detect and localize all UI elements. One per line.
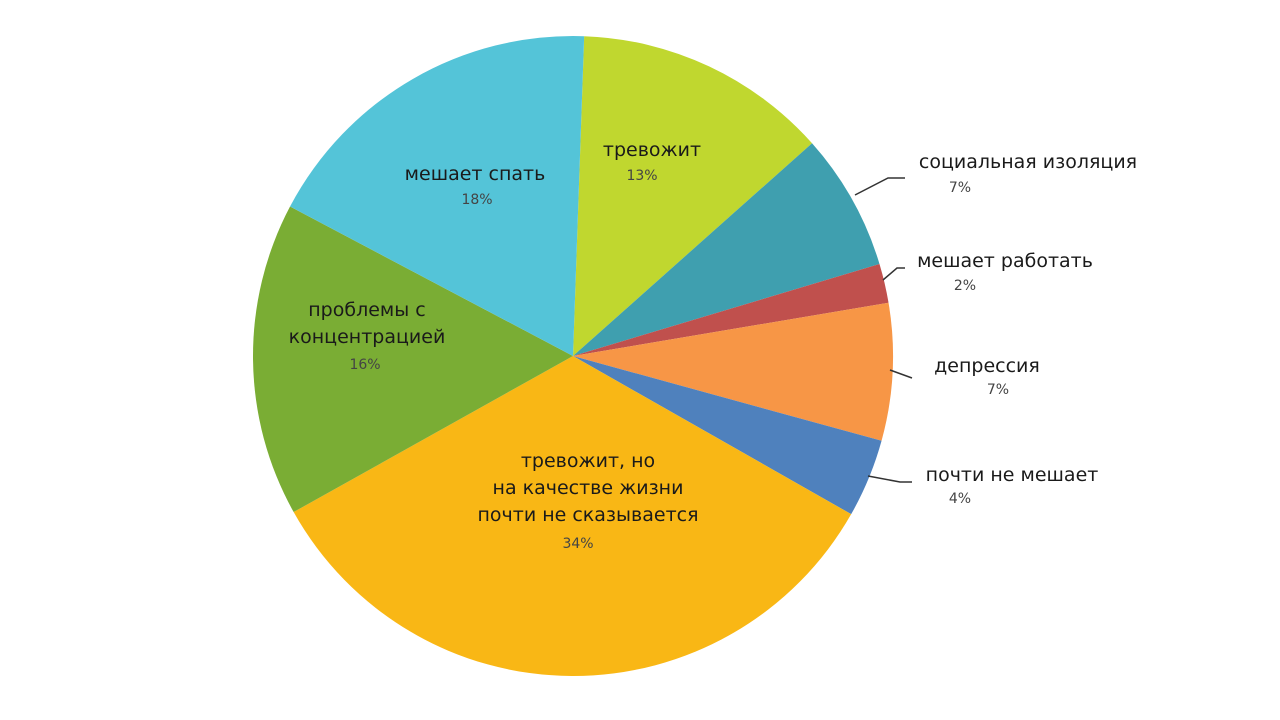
leader-line xyxy=(889,369,913,379)
leader-line xyxy=(854,177,905,196)
slice-label: социальная изоляция xyxy=(919,151,1137,173)
slice-label: депрессия xyxy=(934,355,1040,377)
pie-slice xyxy=(573,143,880,356)
slice-value: 18% xyxy=(461,192,492,208)
leader-line xyxy=(882,267,905,281)
slice-value: 7% xyxy=(987,382,1009,398)
pie-slice xyxy=(573,263,889,356)
pie-slice xyxy=(290,35,585,356)
slice-value: 16% xyxy=(349,357,380,373)
pie-slice xyxy=(573,36,813,356)
slice-label: мешает работать xyxy=(917,250,1093,272)
slice-value: 4% xyxy=(949,491,971,507)
leader-line xyxy=(867,475,912,483)
slice-value: 34% xyxy=(562,536,593,552)
slice-label: проблемы с концентрацией xyxy=(289,299,446,348)
slice-label: тревожит xyxy=(603,139,701,161)
slice-value: 13% xyxy=(626,168,657,184)
pie-slice xyxy=(293,356,852,676)
pie-slice xyxy=(573,302,893,441)
pie-slice xyxy=(573,356,882,515)
slice-label: тревожит, но на качестве жизни почти не ск… xyxy=(477,450,698,526)
pie-slice xyxy=(252,206,573,513)
slice-label: мешает спать xyxy=(405,163,546,185)
slice-value: 2% xyxy=(954,278,976,294)
slice-label: почти не мешает xyxy=(926,464,1099,486)
slice-value: 7% xyxy=(949,180,971,196)
